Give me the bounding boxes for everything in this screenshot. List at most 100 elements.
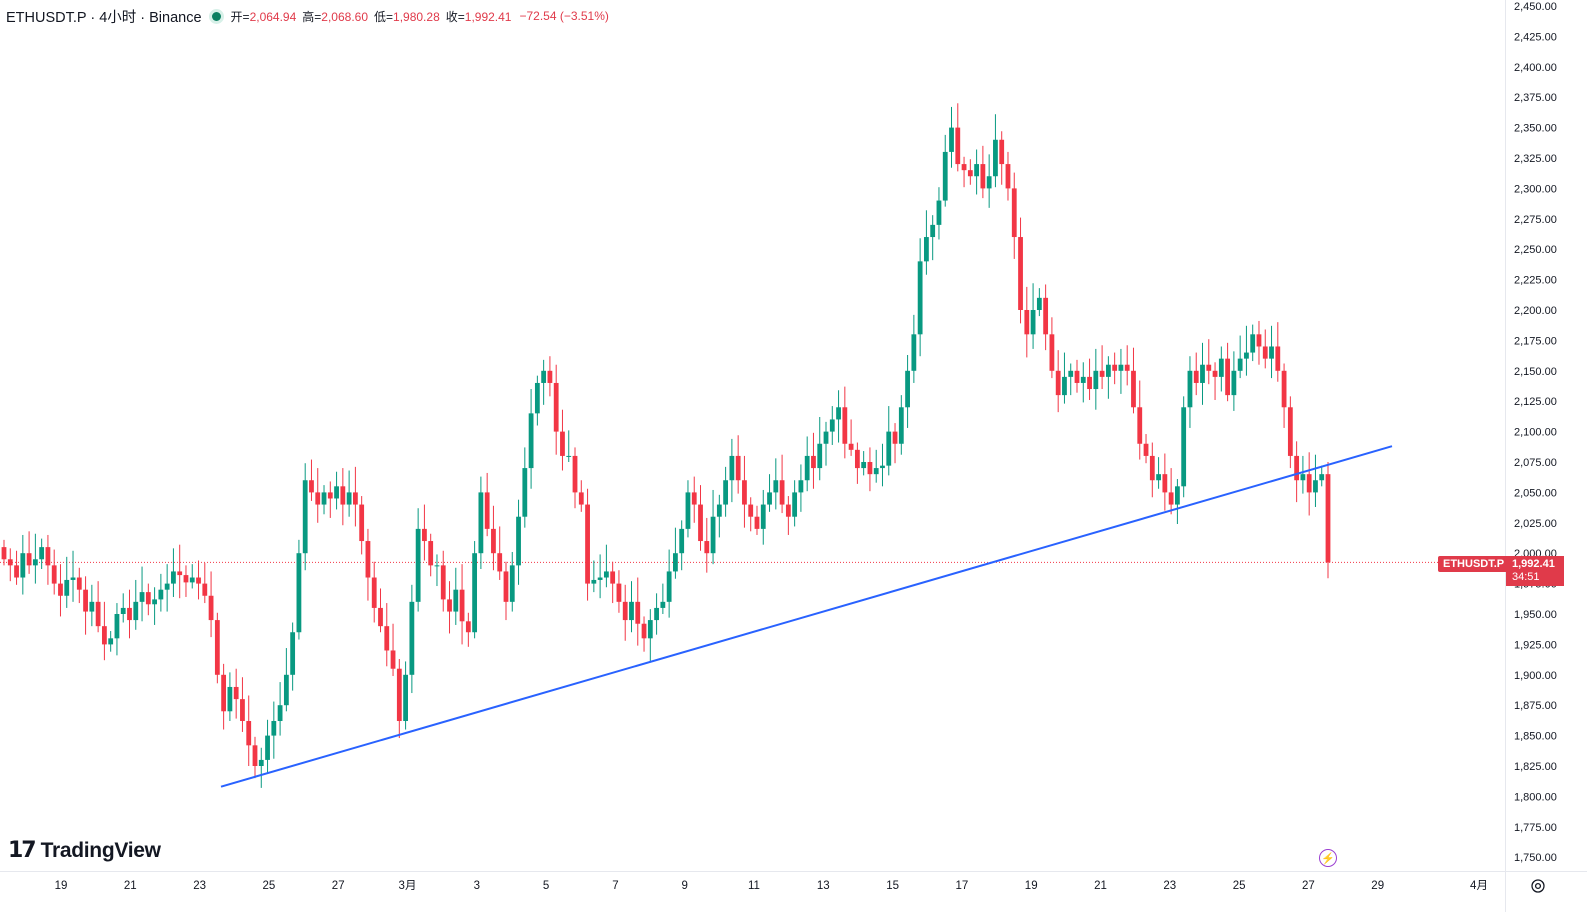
high-price: 2,068.60	[321, 9, 369, 24]
candle-body	[233, 686, 239, 700]
y-tick-label: 1,925.00	[1514, 639, 1557, 651]
y-tick-label: 1,850.00	[1514, 731, 1557, 743]
candle-body	[641, 623, 647, 639]
candle-body	[767, 492, 772, 505]
candle-body	[271, 721, 277, 736]
candle-body	[553, 382, 559, 432]
y-tick-label: 1,875.00	[1514, 700, 1557, 712]
y-tick-label: 2,400.00	[1514, 62, 1557, 74]
x-tick-label: 25	[1233, 880, 1246, 892]
candle-body	[704, 541, 710, 554]
x-tick-label: 23	[1163, 880, 1176, 892]
candle-body	[352, 492, 358, 505]
y-tick-label: 2,225.00	[1514, 275, 1557, 287]
candle-body	[516, 516, 521, 566]
candle-body	[32, 559, 38, 566]
candle-body	[1, 547, 7, 560]
candle-body	[1262, 346, 1268, 359]
candle-body	[202, 583, 208, 596]
candle-body	[1212, 370, 1218, 377]
y-tick-label: 1,775.00	[1514, 822, 1557, 834]
market-status-icon	[211, 11, 221, 21]
candle-body	[428, 541, 434, 566]
x-tick-label: 23	[193, 880, 206, 892]
candle-body	[1080, 376, 1086, 383]
candle-body	[1112, 364, 1118, 371]
candle-body	[610, 571, 616, 584]
candle-body	[1087, 376, 1092, 390]
candle-body	[861, 462, 867, 469]
candle-body	[114, 614, 120, 639]
lightning-icon[interactable]: ⚡	[1319, 849, 1337, 867]
candle-body	[1149, 455, 1155, 481]
y-tick-label: 1,825.00	[1514, 761, 1557, 773]
candle-body	[654, 607, 659, 621]
candle-body	[924, 237, 929, 262]
x-tick-label: 21	[1094, 880, 1107, 892]
candle-body	[503, 571, 509, 602]
open-price: 2,064.94	[249, 9, 297, 24]
candle-body	[1281, 370, 1287, 408]
candle-body	[70, 577, 76, 580]
low-value: 低=1,980.28	[374, 8, 440, 25]
price-axis-divider	[1505, 0, 1506, 912]
candle-body	[108, 638, 114, 645]
candle-body	[905, 370, 910, 408]
candle-body	[133, 601, 139, 621]
candle-body	[491, 528, 496, 554]
candle-body	[1137, 407, 1143, 444]
candle-body	[127, 607, 132, 621]
settings-gear-icon[interactable]	[1530, 878, 1546, 894]
candle-body	[14, 565, 19, 578]
candle-body	[1036, 297, 1042, 310]
candle-body	[152, 599, 157, 605]
candle-body	[798, 480, 804, 493]
candle-body	[779, 480, 785, 505]
candle-body	[980, 164, 986, 189]
last-price-value: 1,992.41	[1512, 558, 1555, 570]
candle-body	[541, 370, 547, 383]
candle-body	[723, 480, 729, 505]
candle-body	[1244, 352, 1249, 359]
x-tick-label: 5	[543, 880, 549, 892]
candle-body	[240, 699, 245, 722]
x-tick-label: 21	[124, 880, 137, 892]
candle-body	[302, 480, 308, 554]
candle-body	[321, 492, 327, 505]
candle-body	[196, 577, 201, 584]
candle-body	[1181, 407, 1187, 487]
symbol-title[interactable]: ETHUSDT.P · 4小时 · Binance	[6, 9, 202, 26]
candle-body	[635, 601, 641, 624]
candle-body	[817, 443, 823, 469]
candle-body	[647, 620, 653, 639]
x-tick-label: 9	[681, 880, 687, 892]
y-tick-label: 2,275.00	[1514, 214, 1557, 226]
candle-body	[76, 577, 82, 590]
candle-body	[472, 553, 478, 633]
candle-body	[1055, 370, 1061, 396]
candle-body	[1325, 474, 1331, 563]
candle-body	[597, 577, 603, 580]
y-tick-label: 2,325.00	[1514, 153, 1557, 165]
candle-body	[265, 735, 270, 760]
y-tick-label: 2,200.00	[1514, 305, 1557, 317]
candle-body	[673, 553, 678, 572]
candle-body	[390, 650, 396, 669]
candle-body	[1200, 364, 1205, 383]
candle-body	[1005, 164, 1011, 189]
last-price-tag: 1,992.41 34:51	[1506, 556, 1564, 586]
candle-body	[566, 455, 572, 457]
tradingview-logo[interactable]: 17 TradingView	[8, 838, 161, 863]
candle-body	[685, 492, 691, 529]
candle-body	[51, 565, 57, 584]
y-tick-label: 2,150.00	[1514, 366, 1557, 378]
candle-body	[334, 486, 339, 499]
candle-body	[974, 164, 980, 177]
candle-body	[710, 516, 716, 554]
candle-body	[1237, 358, 1243, 371]
y-tick-label: 2,250.00	[1514, 244, 1557, 256]
candle-body	[1156, 474, 1161, 481]
candle-body	[1030, 310, 1036, 335]
candle-body	[792, 492, 798, 517]
